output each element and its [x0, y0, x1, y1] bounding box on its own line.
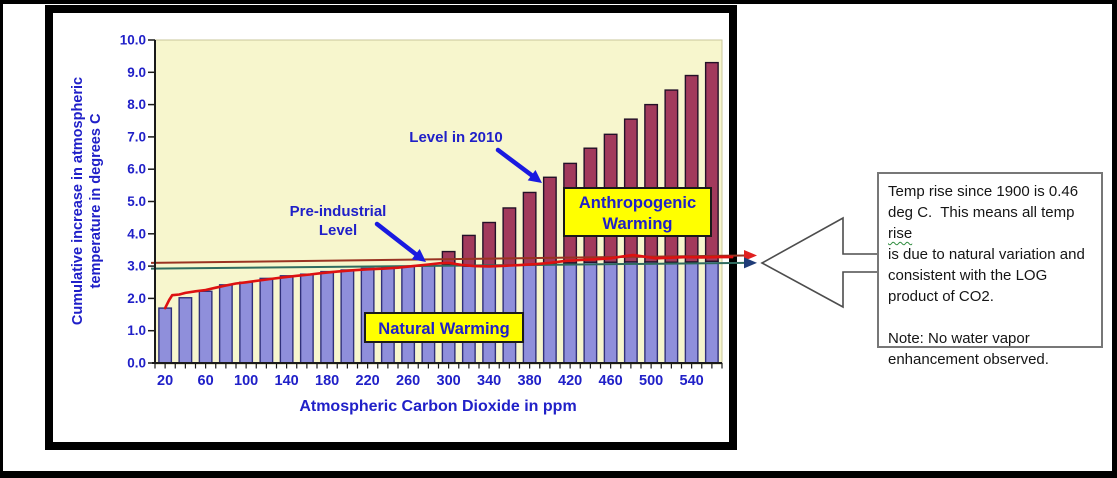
anthropogenic-warming-label: Anthropogenic [579, 194, 696, 212]
y-tick-label: 0.0 [127, 356, 146, 371]
y-tick-label: 4.0 [127, 226, 146, 241]
x-tick-label: 300 [437, 373, 461, 389]
bar-natural-100ppm [239, 281, 254, 364]
x-tick-label: 60 [198, 373, 214, 389]
page-border-bottom [0, 471, 1117, 478]
x-tick-label: 260 [396, 373, 420, 389]
y-tick-label: 1.0 [127, 323, 146, 338]
bar-natural-520ppm [664, 261, 679, 364]
natural-warming-label-box [364, 312, 524, 343]
x-tick-label: 420 [558, 373, 582, 389]
anthropogenic-warming-label-box [563, 187, 712, 237]
x-axis-title: Atmospheric Carbon Dioxide in ppm [299, 398, 576, 415]
note-line: deg C. This means all temp rise [888, 204, 1079, 242]
x-tick-label: 380 [518, 373, 542, 389]
callout-block-arrow [760, 216, 879, 309]
y-tick-label: 3.0 [127, 259, 146, 274]
bar-anthropogenic-380ppm [522, 191, 537, 266]
bar-natural-140ppm [279, 275, 294, 364]
callout-note-box: Temp rise since 1900 is 0.46 deg C. This… [877, 172, 1103, 368]
x-tick-label: 460 [599, 373, 623, 389]
y-tick-label: 6.0 [127, 162, 146, 177]
y-tick-label: 8.0 [127, 97, 146, 112]
bar-natural-460ppm [603, 261, 618, 364]
note-line: enhancement observed. [888, 351, 1049, 368]
x-tick-label: 220 [356, 373, 380, 389]
y-tick-label: 2.0 [127, 291, 146, 306]
page-border-left [0, 0, 3, 478]
x-tick-label: 540 [680, 373, 704, 389]
pre-industrial-reference-line-arrowhead [744, 249, 757, 261]
bar-natural-180ppm [320, 270, 335, 364]
level-2010-label: Level in 2010 [409, 129, 502, 146]
preindustrial-arrow [374, 221, 418, 257]
x-tick-label: 180 [315, 373, 339, 389]
note-line: consistent with the LOG [888, 267, 1048, 284]
bar-natural-120ppm [259, 277, 274, 364]
preindustrial-label: Level [319, 222, 357, 239]
x-tick-label: 340 [477, 373, 501, 389]
y-tick-label: 7.0 [127, 129, 146, 144]
bar-natural-500ppm [644, 261, 659, 364]
bar-anthropogenic-320ppm [461, 234, 476, 267]
bar-natural-400ppm [542, 262, 557, 364]
bar-natural-440ppm [583, 261, 598, 364]
bar-anthropogenic-300ppm [441, 250, 456, 266]
bar-natural-80ppm [218, 284, 233, 364]
bar-natural-540ppm [684, 261, 699, 364]
x-tick-label: 20 [157, 373, 173, 389]
page-border-right [1112, 0, 1117, 478]
level-2010-arrowhead [527, 170, 542, 183]
y-axis-title: Cumulative increase in atmospheric [70, 77, 86, 325]
x-tick-label: 140 [275, 373, 299, 389]
note-line [888, 307, 1096, 328]
wavy-underlined-word: rise [888, 225, 913, 242]
page-border-top [0, 0, 1117, 4]
bar-natural-40ppm [178, 297, 193, 364]
bar-anthropogenic-360ppm [502, 207, 517, 267]
bar-natural-420ppm [563, 262, 578, 364]
note-line: product of CO2. [888, 288, 994, 305]
natural-level-reference-line [150, 261, 746, 270]
bar-natural-20ppm [158, 307, 173, 364]
y-tick-label: 5.0 [127, 194, 146, 209]
note-line: is due to natural variation and [888, 246, 1085, 263]
bar-anthropogenic-400ppm [542, 176, 557, 265]
bar-anthropogenic-500ppm [644, 103, 659, 263]
bar-natural-60ppm [198, 290, 213, 364]
natural-warming-label: Natural Warming [378, 320, 509, 338]
observed-temperature-curve [163, 253, 734, 310]
natural-level-reference-line-arrowhead [744, 257, 757, 269]
bar-natural-480ppm [623, 261, 638, 364]
bar-natural-200ppm [340, 269, 355, 364]
bar-natural-560ppm [704, 260, 719, 364]
bar-natural-160ppm [299, 273, 314, 364]
x-tick-label: 500 [639, 373, 663, 389]
y-axis-title: temperature in degrees C [88, 113, 104, 288]
x-tick-label: 100 [234, 373, 258, 389]
note-line: Note: No water vapor [888, 330, 1030, 347]
preindustrial-arrowhead [411, 249, 426, 262]
preindustrial-label: Pre-industrial [290, 203, 387, 220]
note-line: Temp rise since 1900 is 0.46 [888, 183, 1079, 200]
level-2010-arrow [495, 147, 534, 178]
anthropogenic-warming-label: Warming [603, 215, 673, 233]
y-tick-label: 9.0 [127, 65, 146, 80]
y-tick-label: 10.0 [120, 33, 146, 48]
bar-natural-380ppm [522, 263, 537, 364]
